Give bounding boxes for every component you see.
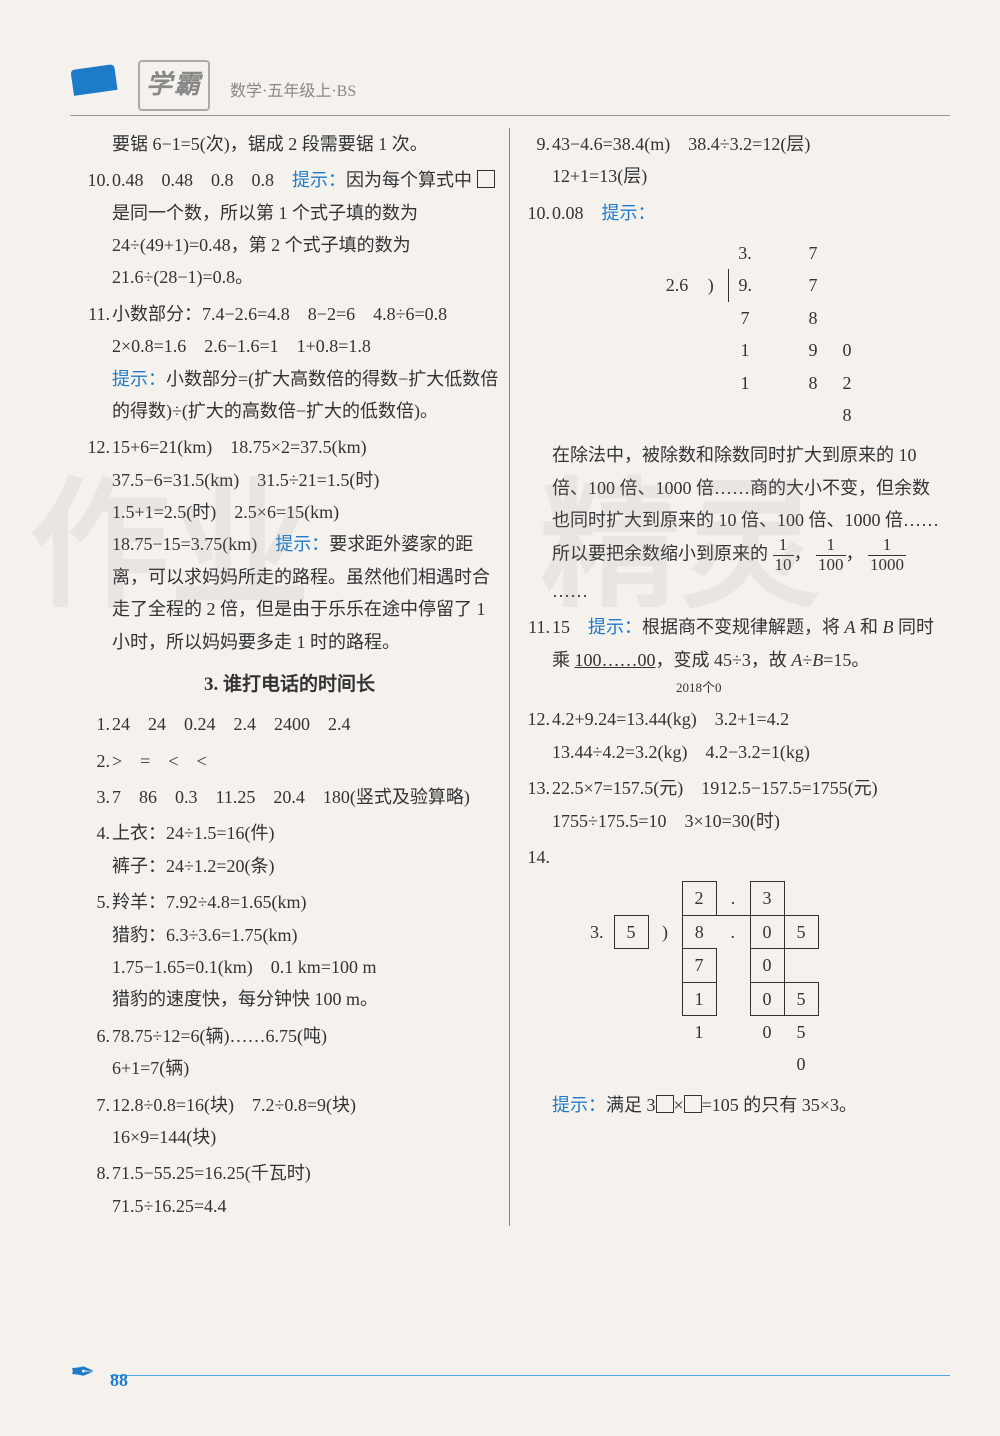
item-number: 5. <box>80 886 110 918</box>
text: 37.5−6=31.5(km) 31.5÷21=1.5(时) <box>112 470 379 490</box>
text: 12.8÷0.8=16(块) 7.2÷0.8=9(块) <box>112 1095 356 1115</box>
page-number: 88 <box>110 1364 128 1396</box>
text: 要锯 6−1=5(次)，锯成 2 段需要锯 1 次。 <box>112 134 428 154</box>
text: 18.75−15=3.75(km) <box>112 534 275 554</box>
r-item-14-hint: 提示：满足 3×=105 的只有 35×3。 <box>520 1089 940 1121</box>
text: 小数部分=(扩大高数倍的得数−扩大低数倍的得数)÷(扩大的高数倍−扩大的低数倍)… <box>112 369 498 421</box>
footer-rule <box>110 1375 950 1376</box>
text: 22.5×7=157.5(元) 1912.5−157.5=1755(元) 175… <box>552 778 896 830</box>
text: 78.75÷12=6(辆)……6.75(吨) <box>112 1026 327 1046</box>
r-item-10: 10.0.08 提示： <box>520 197 940 229</box>
long-division-14: 2.3 3.5)8.05 70 105 105 0 <box>580 881 819 1080</box>
text: 满足 3×=105 的只有 35×3。 <box>606 1095 857 1115</box>
text: 2×0.8=1.6 2.6−1.6=1 1+0.8=1.8 <box>112 336 371 356</box>
hint-label: 提示： <box>112 369 166 389</box>
item-number: 8. <box>80 1157 110 1189</box>
s3-q6: 6.78.75÷12=6(辆)……6.75(吨) 6+1=7(辆) <box>80 1020 499 1085</box>
text: 猎豹的速度快，每分钟快 100 m。 <box>112 989 378 1009</box>
text: 13.44÷4.2=3.2(kg) 4.2−3.2=1(kg) <box>552 742 810 762</box>
text: 小数部分：7.4−2.6=4.8 8−2=6 4.8÷6=0.8 <box>112 304 447 324</box>
text: 1.5+1=2.5(时) 2.5×6=15(km) <box>112 502 339 522</box>
item-number: 10. <box>520 197 550 229</box>
s3-q4: 4.上衣：24÷1.5=16(件) 裤子：24÷1.2=20(条) <box>80 817 499 882</box>
r-item-10-explain: 在除法中，被除数和除数同时扩大到原来的 10 倍、100 倍、1000 倍……商… <box>520 439 940 607</box>
text: 上衣：24÷1.5=16(件) <box>112 823 275 843</box>
text: 0.48 0.48 0.8 0.8 <box>112 170 292 190</box>
text: 7 86 0.3 11.25 20.4 180(竖式及验算略) <box>112 787 470 807</box>
text: 6+1=7(辆) <box>112 1058 189 1078</box>
text: 16×9=144(块) <box>112 1127 216 1147</box>
blank-box-icon <box>684 1095 702 1113</box>
feather-icon: ✒ <box>70 1346 95 1400</box>
right-column: 9.43−4.6=38.4(m) 38.4÷3.2=12(层) 12+1=13(层… <box>510 128 950 1226</box>
section-3-title: 3. 谁打电话的时间长 <box>80 668 499 702</box>
text: 4.2+9.24=13.44(kg) 3.2+1=4.2 <box>552 709 789 729</box>
blank-box-icon <box>477 170 495 188</box>
s3-q2: 2.> = < < <box>80 745 499 777</box>
fraction: 1100 <box>816 536 846 574</box>
left-column: 要锯 6−1=5(次)，锯成 2 段需要锯 1 次。 10.0.48 0.48 … <box>70 128 510 1226</box>
item-number: 4. <box>80 817 110 849</box>
text: 71.5−55.25=16.25(千瓦时) <box>112 1163 311 1183</box>
item-number: 2. <box>80 745 110 777</box>
content-columns: 要锯 6−1=5(次)，锯成 2 段需要锯 1 次。 10.0.48 0.48 … <box>70 128 950 1226</box>
item-12: 12.15+6=21(km) 18.75×2=37.5(km) 37.5−6=3… <box>80 431 499 658</box>
item-number: 9. <box>520 128 550 160</box>
hint-label: 提示： <box>602 203 656 223</box>
r-item-11: 11.15 提示：根据商不变规律解题，将 A 和 B 同时乘 100……00，变… <box>520 611 940 699</box>
item-number: 13. <box>520 772 550 804</box>
text: 裤子：24÷1.2=20(条) <box>112 856 275 876</box>
text: 43−4.6=38.4(m) 38.4÷3.2=12(层) <box>552 134 810 154</box>
brand-name: 学霸 <box>138 60 210 111</box>
fraction: 110 <box>773 536 794 574</box>
item-number: 12. <box>80 431 110 463</box>
subscript-note: 2018个0 <box>552 676 940 699</box>
text: 15 <box>552 617 588 637</box>
text: 12+1=13(层) <box>552 166 647 186</box>
s3-q5: 5.羚羊：7.92÷4.8=1.65(km) 猎豹：6.3÷3.6=1.75(km… <box>80 886 499 1016</box>
s3-q8: 8.71.5−55.25=16.25(千瓦时) 71.5÷16.25=4.4 <box>80 1157 499 1222</box>
header-subtitle: 数学·五年级上·BS <box>230 78 356 111</box>
item-number: 7. <box>80 1089 110 1121</box>
r-item-13: 13.22.5×7=157.5(元) 1912.5−157.5=1755(元) … <box>520 772 940 837</box>
s3-q7: 7.12.8÷0.8=16(块) 7.2÷0.8=9(块) 16×9=144(块) <box>80 1089 499 1154</box>
text: > = < < <box>112 751 207 771</box>
logo-cap-icon <box>70 61 130 111</box>
text: 24 24 0.24 2.4 2400 2.4 <box>112 714 351 734</box>
hint-label: 提示： <box>275 534 329 554</box>
item-number: 3. <box>80 781 110 813</box>
text: 1.75−1.65=0.1(km) 0.1 km=100 m <box>112 957 376 977</box>
s3-q3: 3.7 86 0.3 11.25 20.4 180(竖式及验算略) <box>80 781 499 813</box>
item-number: 12. <box>520 703 550 735</box>
long-division-10: 3.7 2.6)9.7 78 190 182 8 <box>660 237 865 431</box>
item-number: 1. <box>80 708 110 740</box>
blank-box-icon <box>656 1095 674 1113</box>
pre-item-10: 要锯 6−1=5(次)，锯成 2 段需要锯 1 次。 <box>80 128 499 160</box>
item-11: 11.小数部分：7.4−2.6=4.8 8−2=6 4.8÷6=0.8 2×0.… <box>80 298 499 428</box>
item-number: 10. <box>80 164 110 196</box>
hint-label: 提示： <box>588 617 642 637</box>
item-10: 10.0.48 0.48 0.8 0.8 提示：因为每个算式中 是同一个数，所以… <box>80 164 499 294</box>
text: 0.08 <box>552 203 602 223</box>
text: 猎豹：6.3÷3.6=1.75(km) <box>112 925 298 945</box>
r-item-9: 9.43−4.6=38.4(m) 38.4÷3.2=12(层) 12+1=13(层… <box>520 128 940 193</box>
fraction: 11000 <box>868 536 906 574</box>
item-number: 14. <box>520 841 550 873</box>
text: 羚羊：7.92÷4.8=1.65(km) <box>112 892 307 912</box>
hint-label: 提示： <box>552 1095 606 1115</box>
item-number: 11. <box>520 611 550 643</box>
item-number: 6. <box>80 1020 110 1052</box>
r-item-14: 14. <box>520 841 940 873</box>
r-item-12: 12.4.2+9.24=13.44(kg) 3.2+1=4.2 13.44÷4.2… <box>520 703 940 768</box>
text: 15+6=21(km) 18.75×2=37.5(km) <box>112 437 367 457</box>
item-number: 11. <box>80 298 110 330</box>
text: 71.5÷16.25=4.4 <box>112 1196 227 1216</box>
hint-label: 提示： <box>292 170 346 190</box>
s3-q1: 1.24 24 0.24 2.4 2400 2.4 <box>80 708 499 740</box>
page-header: 学霸 数学·五年级上·BS <box>70 60 950 116</box>
